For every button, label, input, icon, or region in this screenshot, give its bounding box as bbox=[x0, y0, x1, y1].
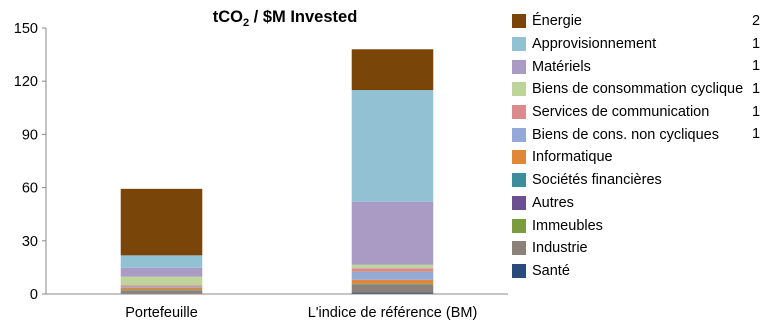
side-label: 1 bbox=[752, 58, 761, 75]
y-tick-label: 120 bbox=[14, 74, 38, 90]
bar-stack bbox=[351, 49, 434, 294]
bar-segment bbox=[351, 283, 434, 285]
legend-label: Autres bbox=[532, 194, 574, 211]
legend-label: Biens de consommation cyclique bbox=[532, 81, 744, 98]
bar-segment bbox=[120, 287, 203, 290]
legend-swatch bbox=[512, 37, 526, 52]
side-label: 1 bbox=[752, 35, 761, 52]
y-tick-label: 150 bbox=[14, 21, 38, 37]
bar-segment bbox=[351, 284, 434, 286]
legend-swatch bbox=[512, 150, 526, 165]
side-label: 2 bbox=[752, 13, 761, 29]
legend-label: Sociétés financières bbox=[532, 172, 662, 189]
legend-item: Autres bbox=[512, 192, 763, 215]
bars bbox=[120, 49, 434, 294]
legend-label: Matériels bbox=[532, 58, 591, 75]
legend-item: Informatique bbox=[512, 146, 763, 169]
legend-swatch bbox=[512, 263, 526, 278]
bar-segment bbox=[351, 292, 434, 294]
legend-swatch bbox=[512, 59, 526, 74]
legend-swatch bbox=[512, 127, 526, 142]
bar-segment bbox=[351, 285, 434, 293]
bar-segment bbox=[351, 201, 434, 265]
legend-swatch bbox=[512, 195, 526, 210]
bar-segment bbox=[120, 255, 203, 268]
bar-segment bbox=[351, 271, 434, 280]
legend-swatch bbox=[512, 173, 526, 188]
bar-segment bbox=[351, 90, 434, 202]
x-axis: Portefeuille L'indice de référence (BM) bbox=[46, 293, 508, 321]
legend-label: Approvisionnement bbox=[532, 36, 657, 53]
legend-swatch bbox=[512, 105, 526, 120]
side-label: 1 bbox=[752, 103, 761, 120]
legend-item: Santé bbox=[512, 260, 763, 283]
bar-stack bbox=[120, 188, 203, 294]
title-main: tCO bbox=[213, 8, 243, 26]
legend-item: Énergie bbox=[512, 10, 763, 33]
y-axis: 0 30 60 90 120 150 bbox=[14, 21, 47, 303]
y-tick-label: 0 bbox=[30, 287, 38, 303]
side-labels: 2 1 1 1 1 1 bbox=[752, 10, 763, 146]
legend-label: Services de communication bbox=[532, 104, 710, 121]
bar-segment bbox=[351, 268, 434, 272]
x-category-label: L'indice de référence (BM) bbox=[308, 305, 478, 321]
bar-segment bbox=[120, 267, 203, 277]
legend-label: Industrie bbox=[532, 240, 588, 257]
legend-item: Services de communication bbox=[512, 101, 763, 124]
bar-segment bbox=[120, 286, 203, 288]
chart-title: tCO2 / $M Invested bbox=[213, 8, 358, 29]
legend-item: Immeubles bbox=[512, 214, 763, 237]
legend-swatch bbox=[512, 14, 526, 29]
legend-swatch bbox=[512, 82, 526, 97]
legend-item: Biens de consommation cyclique bbox=[512, 78, 763, 101]
title-subscript: 2 bbox=[243, 17, 249, 29]
side-label: 1 bbox=[752, 126, 761, 143]
bar-segment bbox=[351, 279, 434, 284]
y-tick-label: 30 bbox=[22, 234, 38, 250]
bar-segment bbox=[351, 49, 434, 91]
legend-swatch bbox=[512, 218, 526, 233]
bar-segment bbox=[351, 264, 434, 269]
legend-item: Sociétés financières bbox=[512, 169, 763, 192]
bar-segment bbox=[120, 290, 203, 291]
legend-label: Santé bbox=[532, 262, 570, 279]
y-tick-label: 90 bbox=[22, 127, 38, 143]
bar-segment bbox=[120, 276, 203, 286]
legend-label: Énergie bbox=[532, 13, 582, 30]
bar-segment bbox=[120, 188, 203, 256]
legend: Énergie Approvisionnement Matériels Biens d… bbox=[512, 10, 763, 282]
legend-item: Matériels bbox=[512, 55, 763, 78]
x-category-label: Portefeuille bbox=[125, 305, 198, 321]
bar-segment bbox=[351, 284, 434, 285]
legend-item: Industrie bbox=[512, 237, 763, 260]
legend-label: Immeubles bbox=[532, 217, 603, 234]
legend-label: Informatique bbox=[532, 149, 613, 166]
stacked-bar-chart: tCO2 / $M Invested 0 30 60 90 120 150 Portefe… bbox=[14, 8, 508, 321]
legend-item: Approvisionnement bbox=[512, 33, 763, 56]
side-label: 1 bbox=[752, 81, 761, 98]
bar-segment bbox=[120, 285, 203, 287]
legend-swatch bbox=[512, 241, 526, 256]
y-tick-label: 60 bbox=[22, 181, 38, 197]
bar-segment bbox=[120, 290, 203, 294]
legend-item: Biens de cons. non cycliques bbox=[512, 123, 763, 146]
legend-label: Biens de cons. non cycliques bbox=[532, 126, 719, 143]
title-rest: / $M Invested bbox=[249, 8, 357, 26]
